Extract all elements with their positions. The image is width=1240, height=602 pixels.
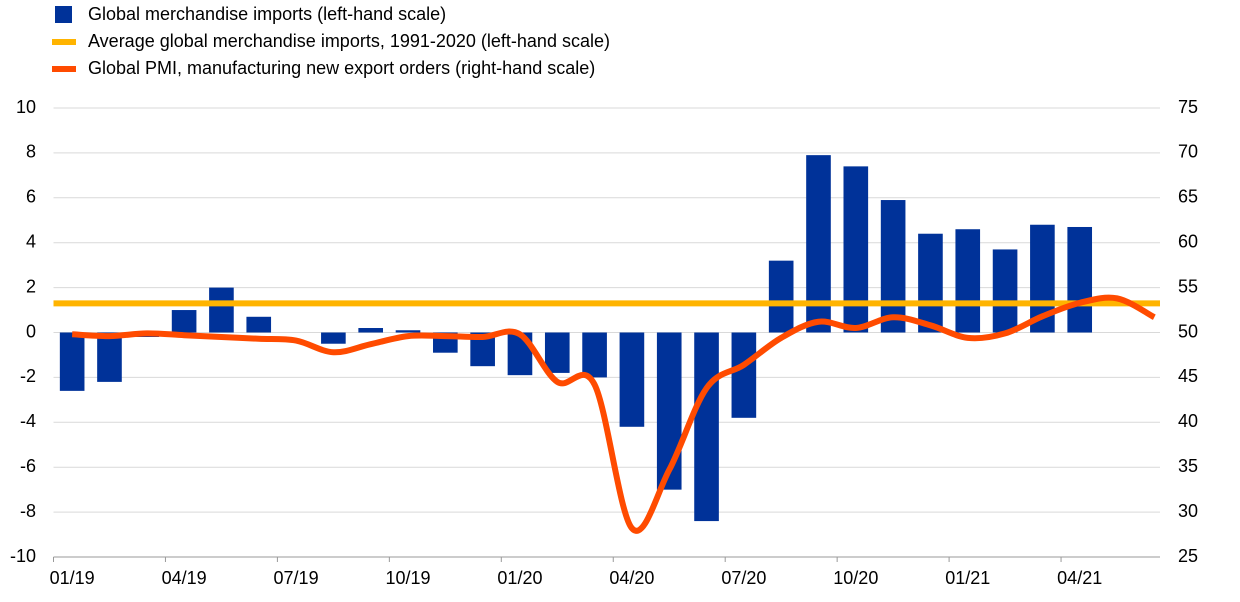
bar <box>918 233 943 333</box>
y2-tick-label: 45 <box>1178 366 1198 386</box>
bar <box>59 332 85 391</box>
bar <box>731 332 757 418</box>
x-tick-label: 07/20 <box>721 568 766 588</box>
bar <box>97 332 122 382</box>
y-tick-label: 6 <box>26 187 36 207</box>
bar <box>1067 226 1093 333</box>
bar <box>321 332 346 344</box>
pmi-line <box>72 294 1156 534</box>
legend-label: Global PMI, manufacturing new export ord… <box>88 58 595 78</box>
y-tick-label: 10 <box>16 97 36 117</box>
bar <box>694 332 719 522</box>
y-tick-label: -6 <box>20 456 36 476</box>
bar <box>171 310 197 333</box>
y2-tick-label: 50 <box>1178 321 1198 341</box>
x-tick-label: 01/19 <box>50 568 95 588</box>
y-tick-label: 2 <box>26 276 36 296</box>
bar <box>209 287 234 333</box>
y-tick-label: 0 <box>26 321 36 341</box>
bar <box>358 328 384 333</box>
x-tick-label: 01/21 <box>945 568 990 588</box>
x-tick-label: 01/20 <box>497 568 542 588</box>
y2-tick-label: 65 <box>1178 187 1198 207</box>
y2-tick-label: 35 <box>1178 456 1198 476</box>
y2-tick-label: 70 <box>1178 142 1198 162</box>
y2-tick-label: 40 <box>1178 411 1198 431</box>
bar <box>880 200 906 333</box>
x-tick-label: 10/19 <box>385 568 430 588</box>
x-tick-label: 10/20 <box>833 568 878 588</box>
legend-label: Average global merchandise imports, 1991… <box>88 31 610 51</box>
y-tick-label: -8 <box>20 501 36 521</box>
y-tick-label: 4 <box>26 231 36 251</box>
x-tick-label: 04/21 <box>1057 568 1102 588</box>
bar <box>246 316 272 333</box>
bar <box>544 332 570 373</box>
bar <box>619 332 645 427</box>
bar <box>768 260 794 333</box>
x-tick-label: 04/19 <box>162 568 207 588</box>
y-tick-label: -10 <box>10 546 36 566</box>
y-tick-label: -2 <box>20 366 36 386</box>
legend-swatch <box>55 6 72 23</box>
y-tick-label: -4 <box>20 411 36 431</box>
y-tick-label: 8 <box>26 142 36 162</box>
bar <box>992 249 1018 333</box>
legend-label: Global merchandise imports (left-hand sc… <box>88 4 446 24</box>
bar <box>582 332 607 378</box>
y2-tick-label: 75 <box>1178 97 1198 117</box>
y2-tick-label: 60 <box>1178 231 1198 251</box>
bar <box>395 330 421 333</box>
y2-tick-label: 25 <box>1178 546 1198 566</box>
bar <box>955 229 981 333</box>
x-tick-label: 07/19 <box>274 568 319 588</box>
x-tick-label: 04/20 <box>609 568 654 588</box>
bar <box>843 166 869 333</box>
y2-tick-label: 30 <box>1178 501 1198 521</box>
y2-tick-label: 55 <box>1178 276 1198 296</box>
